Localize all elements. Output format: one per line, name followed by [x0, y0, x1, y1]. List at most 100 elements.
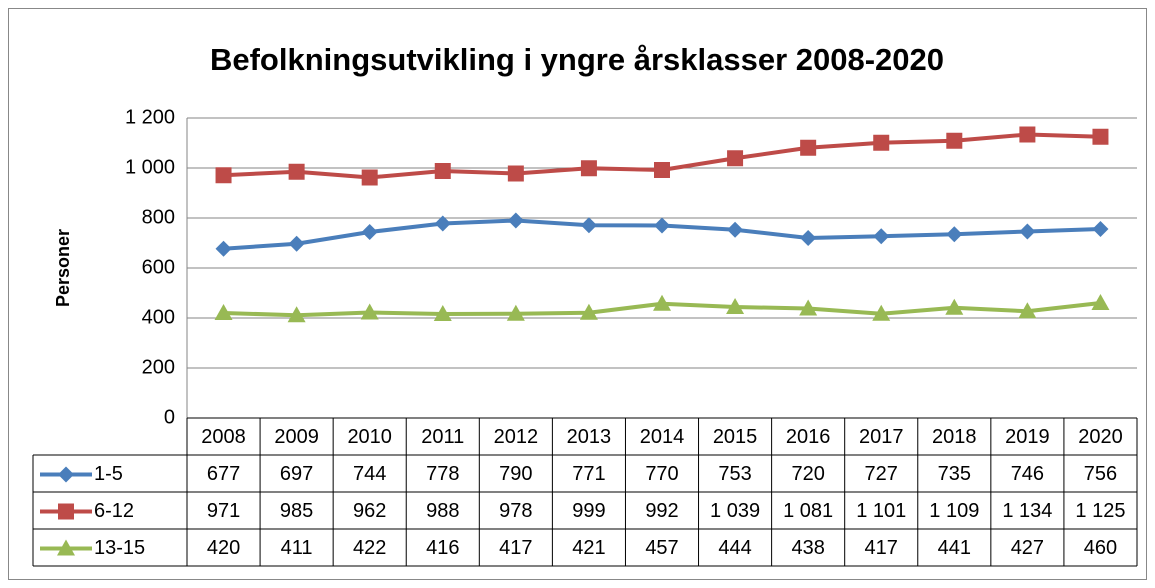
data-point — [434, 215, 451, 232]
table-value: 1 125 — [1075, 500, 1125, 522]
data-point — [1019, 223, 1036, 240]
data-point — [654, 217, 670, 234]
data-point — [215, 167, 232, 184]
x-tick-label: 2009 — [274, 426, 319, 448]
x-tick-label: 2010 — [347, 426, 392, 448]
table-value: 422 — [353, 537, 386, 559]
data-point — [433, 305, 452, 321]
table-value: 771 — [572, 463, 605, 485]
x-tick-label: 2015 — [713, 426, 758, 448]
data-point — [726, 298, 745, 314]
data-point — [288, 163, 305, 180]
x-tick-label: 2012 — [494, 426, 539, 448]
data-point — [580, 217, 597, 234]
table-value: 985 — [280, 500, 313, 522]
data-point — [1091, 294, 1110, 310]
data-point — [872, 304, 891, 321]
legend-label: 13-15 — [94, 537, 145, 559]
y-tick-label: 400 — [142, 306, 175, 328]
y-tick-label: 600 — [142, 256, 175, 278]
data-point — [1019, 126, 1036, 143]
table-value: 988 — [426, 500, 459, 522]
legend-marker — [58, 503, 74, 520]
y-tick-label: 0 — [164, 406, 175, 428]
table-value: 999 — [572, 500, 605, 522]
table-value: 778 — [426, 463, 459, 485]
table-value: 962 — [353, 500, 386, 522]
table-value: 720 — [791, 463, 824, 485]
data-point — [215, 240, 232, 257]
table-value: 1 109 — [929, 500, 979, 522]
data-point — [1018, 302, 1037, 319]
data-point — [288, 235, 305, 252]
data-point — [873, 134, 890, 151]
table-value: 735 — [938, 463, 971, 485]
legend-marker — [58, 466, 74, 483]
y-tick-label: 1 000 — [125, 156, 175, 178]
data-point — [1092, 128, 1109, 145]
table-value: 992 — [645, 500, 678, 522]
table-value: 441 — [938, 537, 971, 559]
data-point — [800, 139, 817, 156]
table-value: 756 — [1084, 463, 1117, 485]
data-point — [360, 303, 379, 320]
data-point — [653, 294, 671, 311]
x-tick-label: 2020 — [1078, 426, 1123, 448]
table-value: 697 — [280, 463, 313, 485]
x-tick-label: 2008 — [201, 426, 246, 448]
table-value: 677 — [207, 463, 240, 485]
table-value: 457 — [645, 537, 678, 559]
x-tick-label: 2011 — [421, 426, 464, 448]
data-point — [506, 304, 525, 321]
table-value: 411 — [281, 537, 313, 559]
table-value: 770 — [645, 463, 678, 485]
table-value: 420 — [207, 537, 240, 559]
data-point — [507, 212, 524, 229]
legend-label: 6-12 — [94, 500, 134, 522]
data-point — [946, 132, 963, 149]
chart-border — [8, 8, 1147, 580]
x-tick-label: 2017 — [859, 426, 904, 448]
table-value: 727 — [865, 463, 898, 485]
table-value: 753 — [718, 463, 751, 485]
y-tick-label: 800 — [142, 206, 175, 228]
table-value: 790 — [499, 463, 532, 485]
data-point — [434, 163, 451, 179]
table-value: 417 — [865, 537, 898, 559]
legend-label: 1-5 — [94, 463, 123, 485]
table-value: 746 — [1011, 463, 1044, 485]
table-value: 1 081 — [783, 500, 833, 522]
table-value: 744 — [353, 463, 386, 485]
table-value: 416 — [426, 537, 459, 559]
table-value: 417 — [499, 537, 532, 559]
data-point — [800, 230, 817, 246]
data-point — [727, 221, 744, 238]
data-point — [1092, 221, 1109, 237]
table-value: 971 — [207, 500, 240, 522]
table-value: 1 134 — [1002, 500, 1052, 522]
data-point — [579, 303, 598, 320]
data-point — [727, 150, 744, 167]
x-tick-label: 2019 — [1005, 426, 1050, 448]
data-point — [945, 298, 964, 315]
y-tick-label: 1 200 — [125, 106, 175, 128]
data-point — [654, 162, 670, 178]
table-value: 427 — [1011, 537, 1044, 559]
data-point — [580, 160, 597, 177]
y-tick-label: 200 — [142, 356, 175, 378]
table-value: 1 039 — [710, 500, 760, 522]
data-point — [799, 299, 818, 316]
table-value: 438 — [791, 537, 824, 559]
data-point — [361, 224, 378, 240]
table-value: 1 101 — [856, 500, 906, 522]
x-tick-label: 2018 — [932, 426, 977, 448]
table-value: 421 — [572, 537, 605, 559]
data-point — [287, 306, 306, 323]
data-point — [946, 226, 963, 243]
y-axis-label: Personer — [53, 229, 73, 307]
chart-title: Befolkningsutvikling i yngre årsklasser … — [210, 42, 944, 77]
legend-marker — [57, 539, 75, 556]
data-point — [361, 169, 378, 186]
table-value: 460 — [1084, 537, 1117, 559]
